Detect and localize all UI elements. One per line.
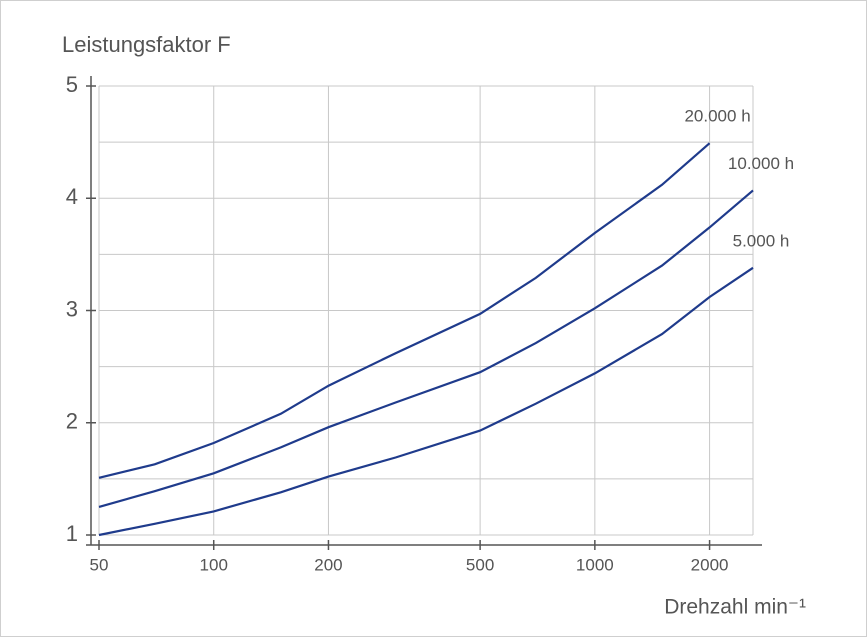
y-tick-label: 5 <box>66 72 78 97</box>
series-label: 10.000 h <box>728 154 794 173</box>
x-tick-label: 2000 <box>691 555 729 574</box>
y-tick-label: 1 <box>66 521 78 546</box>
series-label: 5.000 h <box>733 231 790 250</box>
y-axis-label: Leistungsfaktor F <box>62 32 231 57</box>
x-tick-label: 200 <box>314 555 342 574</box>
series-line <box>98 266 754 537</box>
y-tick-label: 3 <box>66 296 78 321</box>
x-tick-label: 500 <box>466 555 494 574</box>
series-line <box>98 189 754 508</box>
x-tick-label: 100 <box>200 555 228 574</box>
y-tick-label: 4 <box>66 184 78 209</box>
x-tick-label: 50 <box>90 555 109 574</box>
y-tick-label: 2 <box>66 409 78 434</box>
x-axis-label: Drehzahl min⁻¹ <box>664 596 806 619</box>
series-line <box>98 142 711 479</box>
series-label: 20.000 h <box>684 107 750 126</box>
x-tick-label: 1000 <box>576 555 614 574</box>
